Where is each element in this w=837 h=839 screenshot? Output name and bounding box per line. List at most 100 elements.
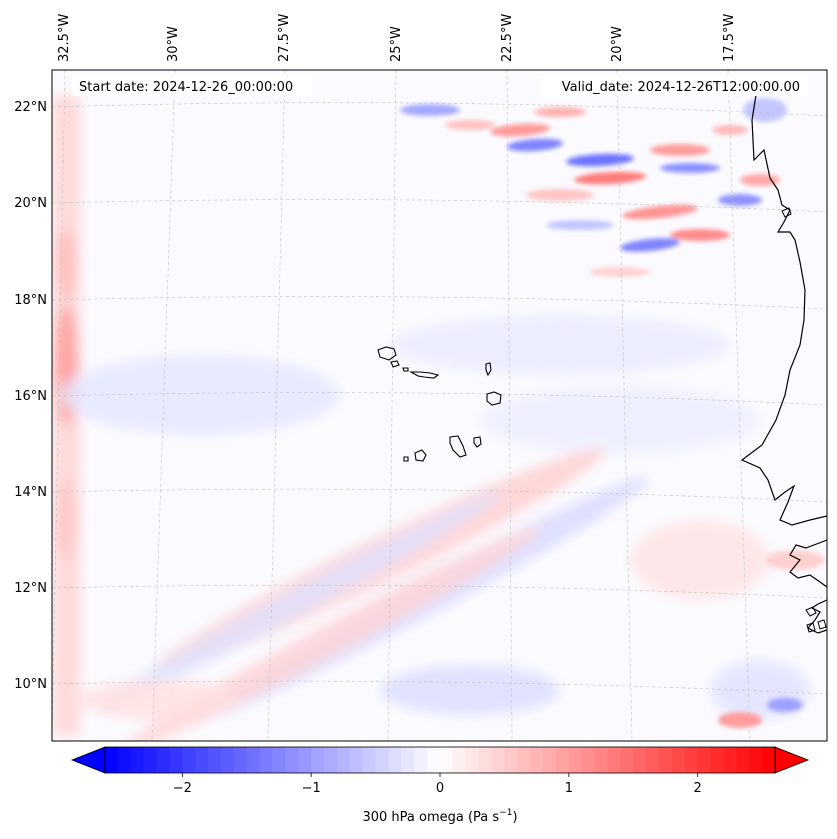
island-maio <box>473 436 482 448</box>
colorbar-segment <box>659 747 673 773</box>
colorbar: −2 −1 0 1 2 300 hPa omega (Pa s−1) <box>70 746 810 825</box>
colorbar-segment <box>581 747 596 773</box>
colorbar-segment <box>671 747 686 773</box>
colorbar-tick-label: 1 <box>565 781 573 796</box>
island-sao-vicente <box>390 360 400 368</box>
colorbar-segment <box>324 747 338 773</box>
start-date-label: Start date: 2024-12-26_00:00:00 <box>79 80 293 95</box>
colorbar-segment <box>710 747 724 773</box>
colorbar-segment <box>530 747 544 773</box>
lon-label-27-5w: 27.5°W <box>277 14 292 62</box>
colorbar-extend-high <box>774 746 810 774</box>
colorbar-segment <box>646 747 660 773</box>
colorbar-segment <box>452 747 467 773</box>
colorbar-extend-low <box>70 746 106 774</box>
gridline-lat-12n <box>52 584 827 599</box>
africa-coast-islands <box>781 207 827 633</box>
cabo-verde-islands <box>377 346 502 462</box>
colorbar-segment <box>568 747 583 773</box>
colorbar-segment <box>504 747 518 773</box>
colorbar-segment <box>246 747 261 773</box>
island-sao-nicolau <box>408 371 440 379</box>
gridline-lat-18n <box>52 296 827 310</box>
gridline-lon-32-5w <box>52 70 66 741</box>
africa-coastline <box>740 94 827 634</box>
colorbar-segment <box>156 747 170 773</box>
colorbar-segment <box>349 747 364 773</box>
colorbar-segment <box>311 747 325 773</box>
colorbar-segment <box>298 747 312 773</box>
colorbar-segment <box>272 747 286 773</box>
colorbar-label-end: ) <box>512 810 517 825</box>
gridline-lon-22-5w <box>506 70 513 741</box>
colorbar-segments <box>105 747 776 773</box>
valid-date-box <box>540 76 808 96</box>
colorbar-label-main: 300 hPa omega (Pa s <box>362 810 499 825</box>
colorbar-segment <box>517 747 531 773</box>
colorbar-tick-label: 0 <box>436 781 444 796</box>
map-frame <box>51 69 828 742</box>
colorbar-tick-label: −1 <box>302 781 321 796</box>
colorbar-segment <box>723 747 737 773</box>
lat-label-16n: 16°N <box>14 389 47 404</box>
colorbar-segment <box>697 747 711 773</box>
colorbar-tick-label: −2 <box>173 781 192 796</box>
start-date-box <box>72 76 312 96</box>
colorbar-segment <box>143 747 157 773</box>
gridline-lat-20n <box>52 199 827 213</box>
lat-label-12n: 12°N <box>14 581 47 596</box>
map-gridlines <box>52 70 827 741</box>
colorbar-label: 300 hPa omega (Pa s−1) <box>362 808 517 825</box>
island-sal <box>485 362 492 377</box>
island-boa-vista <box>486 391 502 406</box>
gridline-lon-20w <box>616 70 633 741</box>
colorbar-segment <box>182 747 196 773</box>
colorbar-segment <box>620 747 634 773</box>
gridline-lon-27-5w <box>267 70 286 741</box>
colorbar-segment <box>427 747 441 773</box>
colorbar-segment <box>105 747 119 773</box>
gridline-lat-16n <box>52 392 827 406</box>
gridline-lon-30w <box>151 70 176 741</box>
lon-label-30w: 30°W <box>166 26 181 62</box>
lat-label-20n: 20°N <box>14 196 47 211</box>
colorbar-segment <box>543 747 557 773</box>
colorbar-segment <box>130 747 145 773</box>
colorbar-segment <box>117 747 132 773</box>
colorbar-segment <box>414 747 428 773</box>
colorbar-segment <box>285 747 299 773</box>
valid-date-label: Valid_date: 2024-12-26T12:00:00.00 <box>562 80 800 95</box>
island-santiago <box>449 435 467 458</box>
colorbar-segment <box>736 747 750 773</box>
colorbar-segment <box>220 747 235 773</box>
colorbar-segment <box>169 747 183 773</box>
colorbar-label-sup: −1 <box>499 808 512 818</box>
lat-label-18n: 18°N <box>14 293 47 308</box>
longitude-labels: 32.5°W 30°W 27.5°W 25°W 22.5°W 20°W 17.5… <box>57 14 737 62</box>
gridline-lat-22n <box>52 102 827 117</box>
colorbar-segment <box>633 747 647 773</box>
colorbar-segment <box>491 747 505 773</box>
colorbar-segment <box>401 747 415 773</box>
lat-label-10n: 10°N <box>14 677 47 692</box>
omega-field <box>52 95 810 741</box>
colorbar-segment <box>336 747 351 773</box>
colorbar-segment <box>762 747 776 773</box>
colorbar-tick-label: 2 <box>694 781 702 796</box>
gridline-lon-25w <box>387 70 397 741</box>
colorbar-ticks: −2 −1 0 1 2 <box>173 773 702 796</box>
colorbar-segment <box>440 747 454 773</box>
gridline-lat-14n <box>52 488 827 503</box>
colorbar-segment <box>362 747 376 773</box>
omega-wave-train <box>400 98 825 728</box>
colorbar-segment <box>195 747 209 773</box>
island-fogo <box>414 449 427 462</box>
colorbar-segment <box>208 747 222 773</box>
colorbar-segment <box>594 747 608 773</box>
island-santa-luzia <box>402 367 409 372</box>
colorbar-segment <box>388 747 402 773</box>
lon-label-32-5w: 32.5°W <box>57 14 72 62</box>
colorbar-segment <box>375 747 389 773</box>
colorbar-segment <box>233 747 248 773</box>
